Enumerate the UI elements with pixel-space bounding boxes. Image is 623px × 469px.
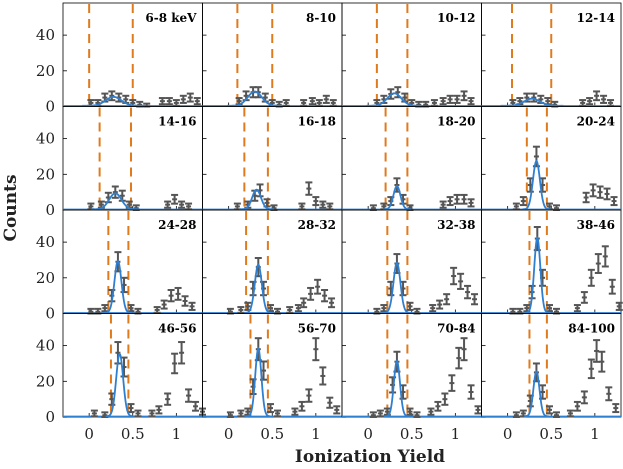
x-tick-label: 1 <box>311 425 321 443</box>
panel-title: 8-10 <box>306 11 336 25</box>
panel-1: 6-8 keV <box>62 2 203 108</box>
panel-2: 8-10 <box>202 2 343 108</box>
panel-title: 20-24 <box>577 115 615 129</box>
x-tick-label: 0 <box>363 425 373 443</box>
panel-10: 28-32 <box>202 209 343 315</box>
panel-6: 16-18 <box>202 106 343 211</box>
panel-9: 24-28 <box>62 209 203 315</box>
y-tick-label: 20 <box>36 269 55 287</box>
y-axis-label: Counts <box>1 174 21 241</box>
panel-title: 28-32 <box>298 218 336 232</box>
panel-title: 32-38 <box>437 218 475 232</box>
x-axis-label: Ionization Yield <box>295 447 445 467</box>
panel-4: 12-14 <box>481 2 622 108</box>
panel-3: 10-12 <box>341 2 482 108</box>
y-tick-label: 40 <box>36 26 55 44</box>
panel-15: 70-84 <box>341 313 482 418</box>
fit-curve <box>524 370 549 418</box>
y-tick-label: 0 <box>45 201 55 219</box>
panel-13: 46-56 <box>62 313 206 418</box>
fit-curve <box>226 90 283 107</box>
panel-title: 18-20 <box>437 115 475 129</box>
y-tick-label: 40 <box>36 337 55 355</box>
x-tick-label: 0 <box>84 425 94 443</box>
x-tick-label: 0 <box>224 425 234 443</box>
fit-curve <box>366 92 423 107</box>
panel-title: 46-56 <box>158 322 196 336</box>
panel-5: 14-16 <box>62 106 203 211</box>
panel-title: 84-100 <box>568 322 615 336</box>
x-tick-label: 1 <box>172 425 182 443</box>
panel-8: 20-24 <box>481 106 622 211</box>
fit-curve <box>500 97 564 107</box>
panel-16: 84-100 <box>481 313 622 418</box>
fit-curve <box>244 263 273 314</box>
panel-14: 56-70 <box>202 313 343 418</box>
y-tick-label: 20 <box>36 62 55 80</box>
y-tick-label: 20 <box>36 165 55 183</box>
fit-curve <box>105 352 134 418</box>
fit-curve <box>82 95 145 107</box>
panel-12: 38-46 <box>481 209 623 315</box>
y-tick-label: 0 <box>45 408 55 426</box>
fit-curve <box>384 359 410 418</box>
fit-curve <box>525 236 550 314</box>
panel-title: 70-84 <box>437 322 475 336</box>
x-tick-label: 0.5 <box>121 425 145 443</box>
fit-curve <box>382 261 411 314</box>
x-tick-label: 0.5 <box>400 425 424 443</box>
panel-11: 32-38 <box>341 209 482 315</box>
y-tick-label: 0 <box>45 305 55 323</box>
panel-title: 16-18 <box>298 115 336 129</box>
panel-title: 24-28 <box>158 218 196 232</box>
fit-curve <box>246 346 271 418</box>
panel-grid: 6-8 keV 8-10 10-12 12-14 14-16 16-18 18-20 20-2… <box>62 2 623 418</box>
y-tick-label: 40 <box>36 233 55 251</box>
panel-title: 38-46 <box>577 218 615 232</box>
x-tick-label: 1 <box>451 425 461 443</box>
x-tick-label: 0.5 <box>260 425 284 443</box>
fit-curve <box>382 185 411 211</box>
x-tick-label: 0.5 <box>539 425 563 443</box>
x-tick-label: 0 <box>503 425 513 443</box>
y-tick-label: 40 <box>36 130 55 148</box>
panel-7: 18-20 <box>341 106 482 211</box>
fit-curve <box>90 192 140 211</box>
panel-title: 56-70 <box>298 322 336 336</box>
y-tick-label: 20 <box>36 372 55 390</box>
fit-curve <box>239 188 274 211</box>
y-tick-label: 0 <box>45 98 55 116</box>
x-tick-label: 1 <box>590 425 600 443</box>
fit-curve <box>522 159 551 211</box>
fit-curve <box>103 259 132 314</box>
figure-axes: 0 20 40 0 20 40 0 20 40 0 20 40 0 0.5 1 0 0.5 1 0 0.5 1 0 0.5 1 <box>36 26 600 443</box>
panel-title: 14-16 <box>158 115 196 129</box>
panel-title: 12-14 <box>577 11 615 25</box>
panel-title: 6-8 keV <box>145 11 197 25</box>
panel-title: 10-12 <box>437 11 475 25</box>
